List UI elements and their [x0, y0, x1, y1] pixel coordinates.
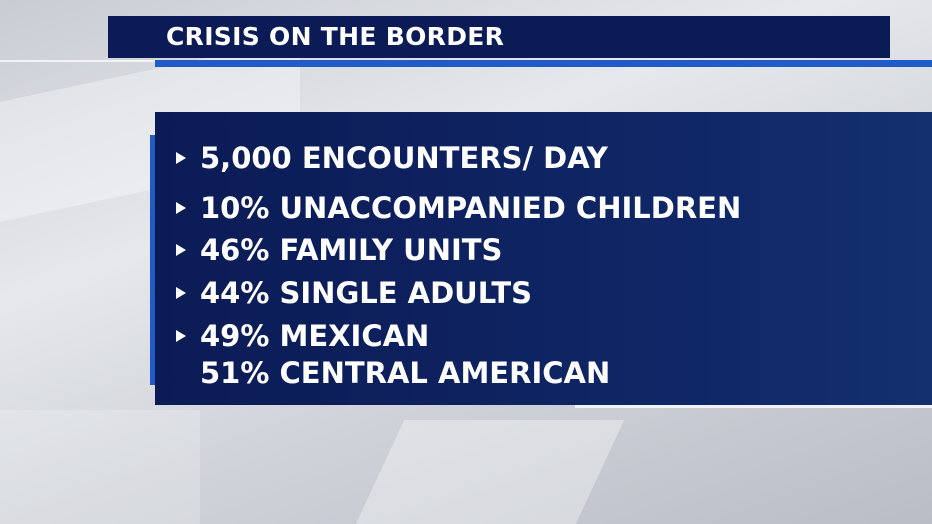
divider — [155, 60, 932, 67]
bullet-icon — [176, 330, 186, 342]
title-bar: CRISIS ON THE BORDER — [108, 16, 890, 58]
bullet-text: 46% FAMILY UNITS — [200, 233, 503, 267]
title: CRISIS ON THE BORDER — [166, 22, 505, 51]
bullet-icon — [176, 287, 186, 299]
background-shape — [355, 420, 625, 524]
info-panel: 5,000 ENCOUNTERS/ DAY 10% UNACCOMPANIED C… — [155, 112, 932, 405]
bullet-text: 5,000 ENCOUNTERS/ DAY — [200, 141, 608, 175]
bullet-text: 51% CENTRAL AMERICAN — [200, 356, 611, 390]
accent-bar — [150, 135, 155, 385]
bullet-text: 10% UNACCOMPANIED CHILDREN — [200, 191, 742, 225]
bullet-icon — [176, 152, 186, 164]
bullet-icon — [176, 244, 186, 256]
background-shape — [0, 410, 200, 524]
bullet-text: 49% MEXICAN — [200, 319, 430, 353]
bullet-icon — [176, 202, 186, 214]
divider — [575, 405, 932, 408]
bullet-text: 44% SINGLE ADULTS — [200, 276, 533, 310]
